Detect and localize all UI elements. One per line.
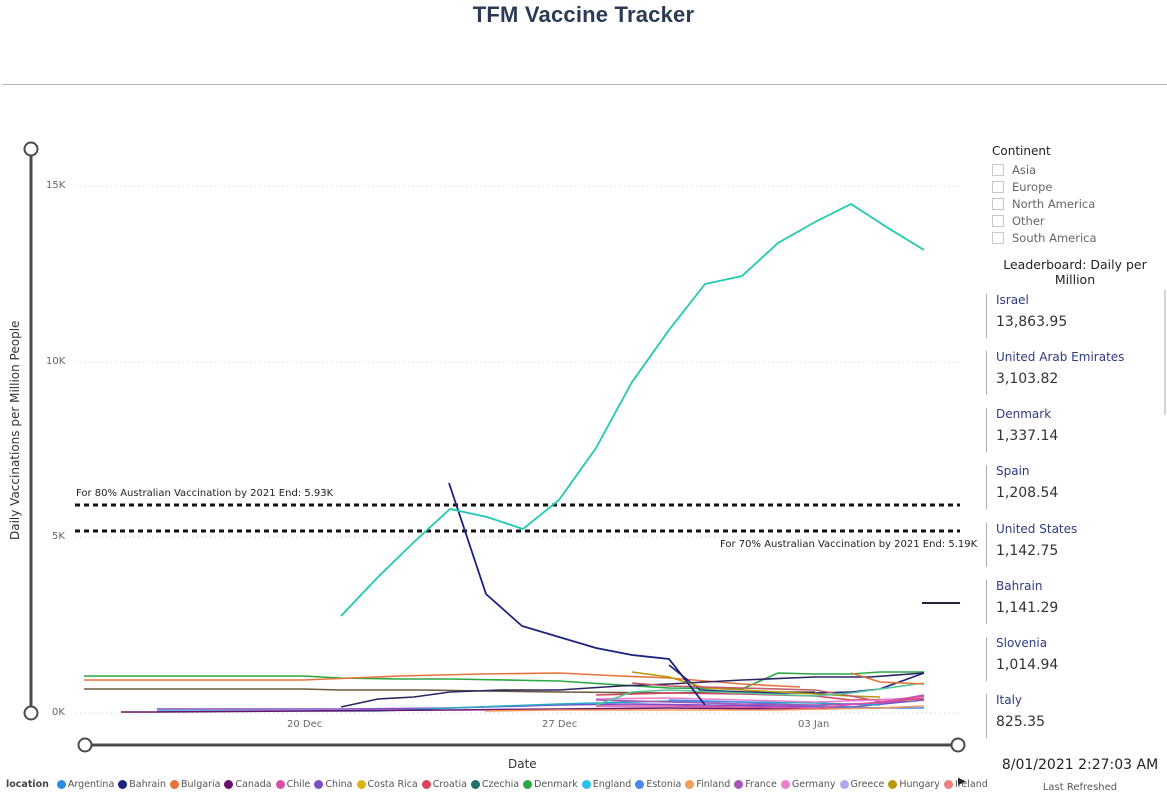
x-tick-20-dec: 20 Dec bbox=[287, 719, 323, 730]
header-divider bbox=[2, 84, 1167, 85]
legend-item-bulgaria[interactable]: Bulgaria bbox=[170, 779, 220, 790]
legend-item-hungary[interactable]: Hungary bbox=[888, 779, 940, 790]
leaderboard-item: Spain 1,208.54 bbox=[986, 464, 1156, 509]
leaderboard-item: United Arab Emirates 3,103.82 bbox=[986, 350, 1156, 395]
legend-dot-icon bbox=[635, 779, 645, 789]
legend-item-costa-rica[interactable]: Costa Rica bbox=[356, 779, 418, 790]
legend-item-france[interactable]: France bbox=[734, 779, 777, 790]
x-axis-label: Date bbox=[508, 757, 537, 771]
leaderboard-item: Slovenia 1,014.94 bbox=[986, 636, 1156, 681]
last-refreshed-label: Last Refreshed bbox=[1042, 782, 1118, 793]
y-axis-range-slider[interactable] bbox=[23, 141, 39, 721]
legend-dot-icon bbox=[314, 779, 324, 789]
legend-item-chile[interactable]: Chile bbox=[275, 779, 310, 790]
last-refreshed-timestamp: 8/01/2021 2:27:03 AM bbox=[1001, 757, 1159, 773]
legend-dot-icon bbox=[170, 779, 180, 789]
checkbox[interactable] bbox=[992, 214, 1004, 227]
filter-option-south-america[interactable]: South America bbox=[992, 229, 1162, 246]
legend-dot-icon bbox=[581, 779, 591, 789]
filter-option-other[interactable]: Other bbox=[992, 212, 1162, 229]
legend-item-england[interactable]: England bbox=[581, 779, 631, 790]
continent-slicer: Continent Asia Europe North America Othe… bbox=[992, 144, 1162, 246]
filter-option-north-america[interactable]: North America bbox=[992, 195, 1162, 212]
legend-dot-icon bbox=[685, 779, 695, 789]
leaderboard-item: Italy 825.35 bbox=[986, 693, 1156, 738]
legend-item-ireland[interactable]: Ireland bbox=[943, 779, 988, 790]
slicer-title: Continent bbox=[992, 144, 1051, 158]
y-tick-5k: 5K bbox=[52, 531, 65, 542]
y-slider-top-handle[interactable] bbox=[23, 141, 39, 157]
leaderboard-item: Bahrain 1,141.29 bbox=[986, 579, 1156, 624]
ref-label-70-percent: For 70% Australian Vaccination by 2021 E… bbox=[720, 539, 978, 550]
checkbox[interactable] bbox=[992, 163, 1004, 176]
y-axis-label: Daily Vaccinations per Million People bbox=[8, 320, 22, 540]
legend-item-canada[interactable]: Canada bbox=[224, 779, 272, 790]
legend-item-bahrain[interactable]: Bahrain bbox=[118, 779, 166, 790]
legend-dot-icon bbox=[356, 779, 366, 789]
legend-item-finland[interactable]: Finland bbox=[685, 779, 730, 790]
series-israel bbox=[340, 202, 925, 617]
chart-legend: location Argentina Bahrain Bulgaria Cana… bbox=[6, 776, 992, 792]
legend-item-denmark[interactable]: Denmark bbox=[523, 779, 578, 790]
checkbox[interactable] bbox=[992, 231, 1004, 244]
legend-item-china[interactable]: China bbox=[314, 779, 353, 790]
leaderboard-item: United States 1,142.75 bbox=[986, 522, 1156, 567]
legend-dot-icon bbox=[470, 779, 480, 789]
y-tick-0k: 0K bbox=[52, 707, 65, 718]
x-axis-range-slider[interactable] bbox=[77, 737, 966, 753]
low-value-series bbox=[84, 664, 925, 713]
gridlines bbox=[75, 185, 960, 714]
x-slider-left-handle[interactable] bbox=[77, 737, 93, 753]
legend-item-croatia[interactable]: Croatia bbox=[421, 779, 467, 790]
legend-item-greece[interactable]: Greece bbox=[839, 779, 884, 790]
legend-dot-icon bbox=[943, 779, 953, 789]
legend-dot-icon bbox=[56, 779, 66, 789]
legend-dot-icon bbox=[839, 779, 849, 789]
legend-dot-icon bbox=[780, 779, 790, 789]
filter-option-europe[interactable]: Europe bbox=[992, 178, 1162, 195]
filter-option-asia[interactable]: Asia bbox=[992, 161, 1162, 178]
leaderboard-item: Denmark 1,337.14 bbox=[986, 407, 1156, 452]
y-tick-10k: 10K bbox=[46, 356, 66, 367]
checkbox[interactable] bbox=[992, 197, 1004, 210]
y-slider-bottom-handle[interactable] bbox=[23, 705, 39, 721]
y-tick-15k: 15K bbox=[46, 180, 66, 191]
legend-item-germany[interactable]: Germany bbox=[780, 779, 836, 790]
legend-item-argentina[interactable]: Argentina bbox=[56, 779, 114, 790]
legend-item-estonia[interactable]: Estonia bbox=[635, 779, 681, 790]
x-slider-right-handle[interactable] bbox=[950, 737, 966, 753]
leaderboard-item: Israel 13,863.95 bbox=[986, 293, 1156, 338]
series-bahrain bbox=[448, 482, 706, 706]
page-title: TFM Vaccine Tracker bbox=[472, 2, 695, 27]
leaderboard-title: Leaderboard: Daily per Million bbox=[1003, 257, 1147, 287]
legend-item-czechia[interactable]: Czechia bbox=[470, 779, 519, 790]
legend-title: location bbox=[6, 778, 49, 790]
legend-dot-icon bbox=[421, 779, 431, 789]
legend-dot-icon bbox=[275, 779, 285, 789]
legend-dot-icon bbox=[734, 779, 744, 789]
legend-dot-icon bbox=[118, 779, 128, 789]
x-tick-03-jan: 03 Jan bbox=[798, 719, 830, 730]
legend-next-arrow-icon[interactable]: ▶ bbox=[958, 776, 966, 787]
checkbox[interactable] bbox=[992, 180, 1004, 193]
x-tick-27-dec: 27 Dec bbox=[542, 719, 578, 730]
legend-dot-icon bbox=[224, 779, 234, 789]
ref-label-80-percent: For 80% Australian Vaccination by 2021 E… bbox=[76, 488, 334, 499]
legend-dot-icon bbox=[888, 779, 898, 789]
leaderboard-scrollbar[interactable] bbox=[1164, 290, 1166, 415]
legend-dot-icon bbox=[523, 779, 533, 789]
